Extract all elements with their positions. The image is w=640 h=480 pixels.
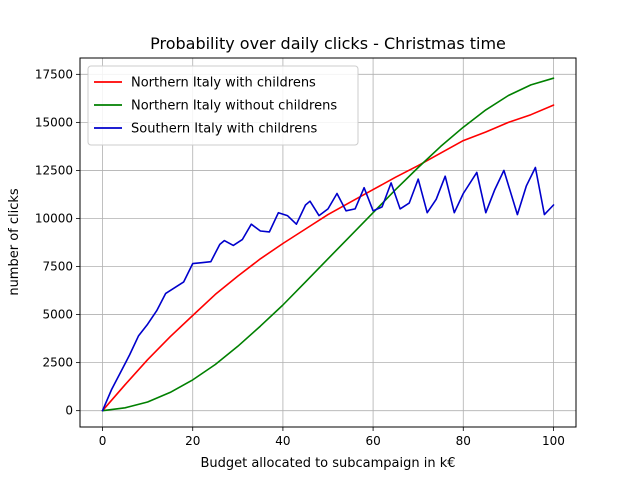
legend-label: Northern Italy without childrens bbox=[131, 99, 337, 114]
axis-ticks: 0 20 40 60 80 100 0 2500 5000 7500 10000 12500 15000… bbox=[35, 67, 565, 448]
x-tick-label: 0 bbox=[99, 434, 107, 448]
series-group bbox=[101, 77, 555, 412]
series-line-3 bbox=[101, 166, 555, 412]
x-tick-label: 100 bbox=[542, 434, 565, 448]
legend-box bbox=[87, 65, 359, 146]
chart-title: Probability over daily clicks - Christma… bbox=[150, 34, 506, 53]
plot-frame bbox=[79, 57, 577, 428]
y-tick-label: 7500 bbox=[42, 260, 73, 274]
y-tick-label: 10000 bbox=[35, 211, 73, 225]
y-axis-label: number of clicks bbox=[7, 188, 22, 296]
y-tick-label: 12500 bbox=[35, 163, 73, 177]
x-tick-label: 60 bbox=[365, 434, 380, 448]
y-tick-label: 17500 bbox=[35, 67, 73, 81]
x-tick-label: 20 bbox=[185, 434, 200, 448]
y-tick-label: 5000 bbox=[42, 308, 73, 322]
x-tick-label: 40 bbox=[275, 434, 290, 448]
x-axis-label: Budget allocated to subcampaign in k€ bbox=[200, 456, 455, 471]
legend: Northern Italy with childrens Northern It… bbox=[87, 65, 359, 146]
legend-label: Southern Italy with childrens bbox=[131, 122, 317, 137]
series-line-1 bbox=[101, 104, 555, 412]
x-tick-label: 80 bbox=[456, 434, 471, 448]
y-tick-label: 0 bbox=[65, 404, 73, 418]
series-line-2 bbox=[101, 77, 555, 412]
y-tick-label: 15000 bbox=[35, 115, 73, 129]
legend-label: Northern Italy with childrens bbox=[131, 76, 316, 91]
y-tick-label: 2500 bbox=[42, 356, 73, 370]
